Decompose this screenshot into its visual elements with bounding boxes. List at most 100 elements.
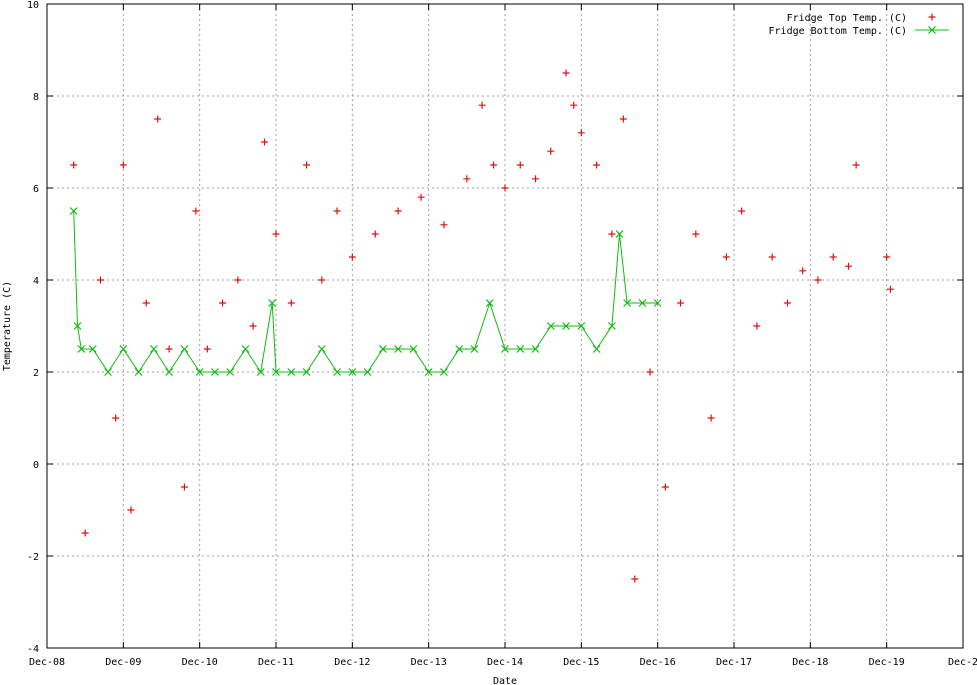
- data-point: [272, 230, 280, 238]
- data-point: [577, 322, 586, 330]
- data-point: [195, 368, 204, 376]
- data-point: [692, 230, 700, 238]
- data-point: [485, 299, 494, 307]
- data-point: [707, 414, 715, 422]
- data-point: [768, 253, 776, 261]
- data-point: [501, 345, 509, 353]
- data-point: [226, 368, 235, 376]
- data-point: [546, 322, 555, 330]
- data-point: [501, 184, 509, 192]
- data-point: [348, 253, 356, 261]
- data-point: [516, 345, 525, 353]
- data-point: [249, 322, 257, 330]
- data-point: [394, 345, 403, 353]
- legend: Fridge Top Temp. (C) Fridge Bottom Temp. …: [769, 13, 949, 37]
- x-tick-label: Dec-13: [411, 657, 447, 668]
- data-point: [623, 299, 632, 307]
- data-point: [516, 161, 524, 169]
- data-point: [478, 101, 486, 109]
- data-point: [149, 345, 158, 353]
- data-point: [302, 368, 311, 376]
- data-point: [417, 193, 425, 201]
- data-point: [470, 345, 479, 353]
- data-point: [154, 115, 162, 123]
- x-axis: Dec-08 Dec-09 Dec-10 Dec-11 Dec-12 Dec-13 Dec-…: [29, 4, 977, 668]
- y-axis-label: Temperature (C): [2, 281, 13, 371]
- data-point: [234, 276, 242, 284]
- data-point: [593, 161, 601, 169]
- data-point: [104, 368, 112, 376]
- data-point: [440, 221, 448, 229]
- data-point: [440, 368, 448, 376]
- data-point: [287, 368, 296, 376]
- data-point: [531, 345, 540, 353]
- legend-label: Fridge Bottom Temp. (C): [769, 26, 907, 37]
- data-point: [592, 345, 601, 353]
- data-point: [852, 161, 860, 169]
- data-point: [607, 322, 616, 330]
- data-point: [333, 207, 341, 215]
- data-point: [268, 299, 277, 307]
- plot-area: [69, 69, 894, 583]
- grid-lines: [47, 4, 963, 648]
- data-point: [799, 267, 807, 275]
- x-tick-label: Dec-12: [334, 657, 370, 668]
- data-point: [70, 161, 78, 169]
- x-tick-label: Dec-11: [258, 657, 294, 668]
- data-point: [272, 368, 280, 376]
- data-point: [192, 207, 200, 215]
- data-point: [348, 368, 357, 376]
- data-point: [69, 207, 78, 215]
- data-point: [424, 368, 433, 376]
- data-point: [378, 345, 387, 353]
- x-tick-label: Dec-17: [716, 657, 752, 668]
- y-axis: -4 -2 0 2 4 6 8 10: [27, 0, 963, 655]
- data-point: [562, 322, 570, 330]
- x-tick-label: Dec-2: [948, 657, 977, 668]
- y-tick-label: 4: [33, 276, 39, 287]
- data-point: [562, 69, 570, 77]
- data-point: [219, 299, 227, 307]
- x-tick-label: Dec-18: [792, 657, 828, 668]
- data-point: [88, 345, 97, 353]
- x-tick-label: Dec-16: [640, 657, 676, 668]
- data-point: [783, 299, 791, 307]
- y-tick-label: -2: [27, 552, 39, 563]
- data-point: [619, 115, 627, 123]
- data-point: [363, 368, 372, 376]
- data-point: [661, 483, 669, 491]
- data-point: [81, 529, 89, 537]
- data-point: [303, 161, 311, 169]
- data-point: [203, 345, 211, 353]
- data-point: [96, 276, 104, 284]
- x-tick-label: Dec-08: [29, 657, 65, 668]
- data-point: [127, 506, 135, 514]
- data-point: [317, 345, 326, 353]
- data-point: [829, 253, 837, 261]
- data-point: [394, 207, 402, 215]
- data-point: [570, 101, 578, 109]
- x-axis-label: Date: [493, 676, 517, 685]
- x-tick-label: Dec-14: [487, 657, 523, 668]
- data-point: [845, 262, 852, 270]
- data-point: [883, 253, 891, 261]
- data-point: [180, 345, 189, 353]
- series-fridge-top: [70, 69, 894, 583]
- data-point: [722, 253, 730, 261]
- y-tick-label: 2: [33, 368, 39, 379]
- data-point: [119, 161, 127, 169]
- data-point: [753, 322, 761, 330]
- data-point: [814, 276, 822, 284]
- data-point: [615, 230, 624, 238]
- y-tick-label: 0: [33, 460, 39, 471]
- data-point: [211, 368, 219, 376]
- data-point: [463, 175, 471, 183]
- data-point: [165, 368, 174, 376]
- data-point: [142, 299, 150, 307]
- legend-swatch-marker: [928, 13, 936, 21]
- y-tick-label: 10: [27, 0, 39, 11]
- data-point: [134, 368, 143, 376]
- data-point: [455, 345, 464, 353]
- data-point: [409, 345, 418, 353]
